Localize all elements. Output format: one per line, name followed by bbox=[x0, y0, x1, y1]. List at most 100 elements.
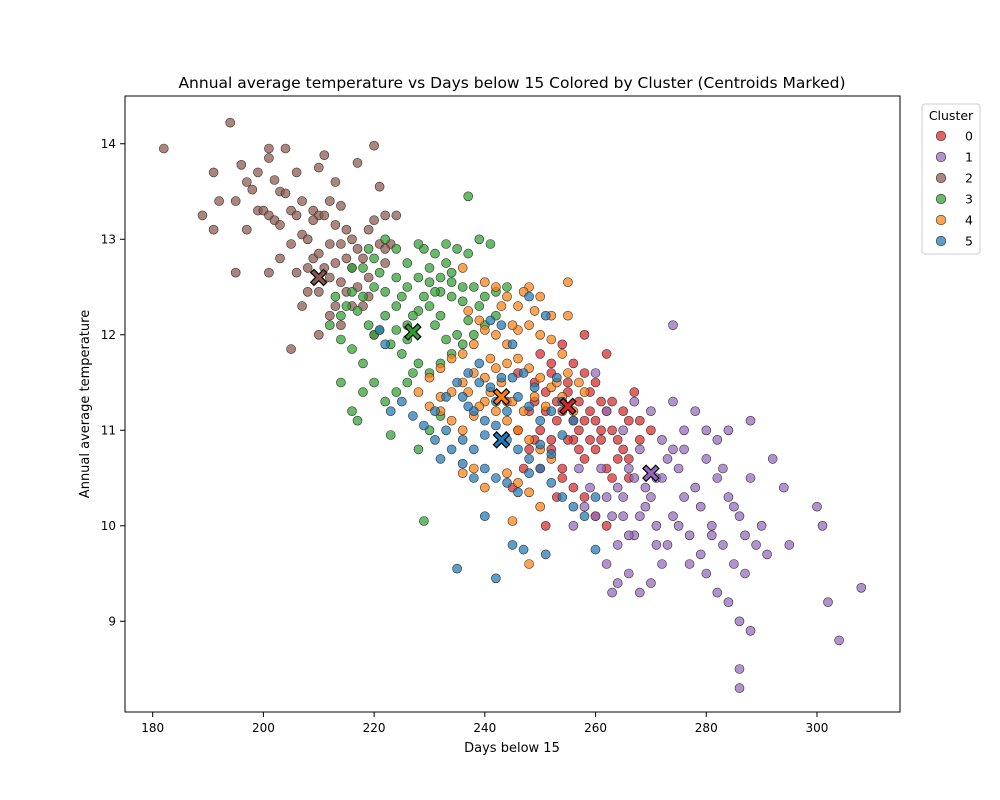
data-point-cluster-0 bbox=[607, 425, 617, 436]
data-point-cluster-5 bbox=[502, 477, 512, 488]
data-point-cluster-3 bbox=[347, 344, 357, 354]
data-point-cluster-5 bbox=[457, 434, 468, 445]
data-point-cluster-5 bbox=[535, 439, 546, 450]
data-point-cluster-2 bbox=[264, 143, 274, 154]
data-point-cluster-5 bbox=[479, 415, 490, 426]
data-point-cluster-1 bbox=[679, 425, 689, 436]
data-point-cluster-2 bbox=[286, 344, 296, 354]
data-point-cluster-4 bbox=[468, 339, 479, 350]
data-point-cluster-2 bbox=[369, 215, 379, 225]
data-point-cluster-3 bbox=[413, 358, 424, 369]
data-point-cluster-4 bbox=[424, 372, 435, 383]
data-point-cluster-4 bbox=[529, 391, 540, 402]
data-point-cluster-3 bbox=[468, 329, 479, 340]
data-point-cluster-3 bbox=[441, 258, 451, 268]
data-point-cluster-4 bbox=[529, 306, 540, 316]
data-point-cluster-3 bbox=[485, 239, 496, 249]
data-point-cluster-4 bbox=[446, 415, 457, 426]
data-point-cluster-5 bbox=[468, 444, 479, 455]
data-point-cluster-5 bbox=[419, 420, 429, 431]
data-point-cluster-5 bbox=[557, 492, 568, 502]
data-point-cluster-3 bbox=[402, 377, 413, 388]
data-point-cluster-1 bbox=[618, 511, 629, 522]
data-point-cluster-5 bbox=[452, 377, 462, 388]
data-point-cluster-0 bbox=[601, 349, 612, 359]
data-point-cluster-2 bbox=[330, 301, 341, 311]
x-tick-label: 200 bbox=[252, 721, 275, 735]
data-point-cluster-3 bbox=[424, 301, 435, 311]
data-point-cluster-0 bbox=[574, 425, 584, 436]
data-point-cluster-5 bbox=[491, 573, 501, 584]
data-point-cluster-5 bbox=[430, 434, 440, 445]
data-point-cluster-1 bbox=[762, 549, 772, 560]
data-point-cluster-3 bbox=[430, 286, 440, 297]
y-tick-label: 11 bbox=[101, 423, 116, 437]
data-point-cluster-3 bbox=[413, 272, 424, 283]
data-point-cluster-1 bbox=[590, 368, 601, 378]
data-point-cluster-1 bbox=[601, 492, 612, 502]
data-point-cluster-5 bbox=[491, 473, 501, 483]
data-point-cluster-0 bbox=[585, 434, 595, 445]
data-point-cluster-1 bbox=[679, 492, 689, 502]
legend-title: Cluster bbox=[929, 108, 974, 123]
data-point-cluster-3 bbox=[457, 282, 468, 292]
data-point-cluster-2 bbox=[269, 175, 280, 185]
data-point-cluster-2 bbox=[230, 267, 241, 278]
legend-label-cluster-0: 0 bbox=[965, 129, 973, 144]
data-point-cluster-2 bbox=[208, 167, 219, 178]
data-point-cluster-2 bbox=[230, 196, 241, 206]
data-point-cluster-5 bbox=[491, 420, 501, 431]
data-point-cluster-0 bbox=[540, 520, 551, 531]
data-point-cluster-2 bbox=[313, 248, 324, 259]
data-point-cluster-2 bbox=[253, 167, 263, 178]
centroids-layer bbox=[309, 268, 660, 483]
legend-marker-cluster-5 bbox=[935, 235, 947, 247]
data-point-cluster-3 bbox=[336, 334, 346, 345]
data-point-cluster-4 bbox=[579, 387, 590, 397]
data-point-cluster-0 bbox=[524, 444, 534, 455]
data-point-cluster-0 bbox=[618, 444, 629, 455]
data-point-cluster-5 bbox=[479, 511, 490, 522]
data-point-cluster-5 bbox=[546, 449, 557, 459]
y-tick-label: 9 bbox=[108, 614, 116, 628]
data-point-cluster-1 bbox=[706, 530, 717, 541]
data-point-cluster-1 bbox=[651, 540, 662, 550]
data-point-cluster-1 bbox=[662, 540, 673, 550]
data-point-cluster-5 bbox=[468, 473, 479, 483]
data-point-cluster-2 bbox=[352, 244, 363, 254]
data-point-cluster-0 bbox=[579, 368, 590, 378]
data-point-cluster-5 bbox=[374, 325, 385, 335]
data-point-cluster-1 bbox=[612, 482, 623, 493]
data-point-cluster-5 bbox=[513, 487, 523, 498]
data-point-cluster-3 bbox=[358, 358, 368, 369]
data-point-cluster-5 bbox=[441, 391, 451, 402]
data-point-cluster-4 bbox=[463, 306, 474, 316]
x-tick-label: 220 bbox=[363, 721, 386, 735]
data-point-cluster-4 bbox=[574, 377, 584, 388]
data-point-cluster-0 bbox=[574, 444, 584, 455]
data-point-cluster-2 bbox=[391, 210, 402, 221]
data-point-cluster-5 bbox=[496, 372, 507, 383]
data-point-cluster-1 bbox=[823, 597, 833, 608]
data-point-cluster-5 bbox=[546, 406, 557, 417]
data-point-cluster-1 bbox=[568, 520, 579, 531]
data-point-cluster-3 bbox=[341, 301, 352, 311]
data-point-cluster-3 bbox=[468, 282, 479, 292]
data-point-cluster-5 bbox=[524, 454, 534, 464]
data-point-cluster-3 bbox=[352, 415, 363, 426]
data-point-cluster-1 bbox=[812, 501, 822, 512]
data-point-cluster-1 bbox=[629, 396, 640, 407]
data-point-cluster-1 bbox=[612, 540, 623, 550]
data-point-cluster-3 bbox=[391, 244, 402, 254]
data-point-cluster-5 bbox=[507, 339, 518, 350]
data-point-cluster-2 bbox=[280, 188, 291, 199]
data-point-cluster-4 bbox=[546, 334, 557, 345]
data-point-cluster-2 bbox=[336, 201, 346, 211]
data-point-cluster-3 bbox=[330, 291, 341, 302]
data-point-cluster-1 bbox=[712, 473, 723, 483]
data-point-cluster-4 bbox=[563, 310, 573, 321]
data-point-cluster-4 bbox=[563, 368, 573, 378]
data-point-cluster-0 bbox=[563, 377, 573, 388]
data-point-cluster-0 bbox=[551, 415, 562, 426]
